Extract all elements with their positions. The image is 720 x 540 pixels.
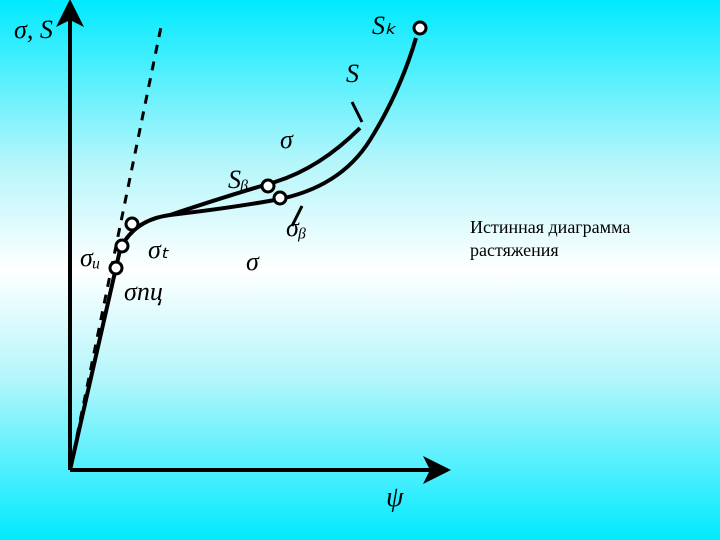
- y-axis-label: σ, S: [14, 15, 53, 44]
- lbl-S-k: Sₖ: [372, 11, 397, 40]
- pt-sigma-t: [126, 218, 138, 230]
- lbl-sigma-u: σᵤ: [80, 243, 100, 272]
- pt-sigma-u: [116, 240, 128, 252]
- caption-line1: Истинная диаграмма: [470, 217, 630, 237]
- x-axis-label: ψ: [386, 482, 404, 513]
- figure-canvas: σ, S ψ SₖSσSᵦσᵦσσₜσᵤσпц Истинная диаграм…: [0, 0, 720, 540]
- sigma-curve: [70, 38, 416, 470]
- lbl-S-b: Sᵦ: [228, 165, 248, 194]
- lbl-sigma-t: σₜ: [148, 235, 170, 264]
- caption-line2: растяжения: [470, 240, 559, 260]
- stress-strain-diagram: σ, S ψ SₖSσSᵦσᵦσσₜσᵤσпц: [0, 0, 460, 520]
- lbl-sigma-b: σᵦ: [286, 213, 306, 242]
- pt-S-k: [414, 22, 426, 34]
- pt-S-b: [262, 180, 274, 192]
- lbl-sigma-upper: σ: [280, 125, 294, 154]
- pt-sigma-pts: [110, 262, 122, 274]
- pt-sigma-b: [274, 192, 286, 204]
- lbl-sigma-lower: σ: [246, 247, 260, 276]
- curve-labels: SₖSσSᵦσᵦσσₜσᵤσпц: [80, 11, 397, 306]
- lbl-S: S: [346, 59, 359, 88]
- lbl-sigma-pts: σпц: [124, 277, 163, 306]
- figure-caption: Истинная диаграмма растяжения: [470, 216, 630, 261]
